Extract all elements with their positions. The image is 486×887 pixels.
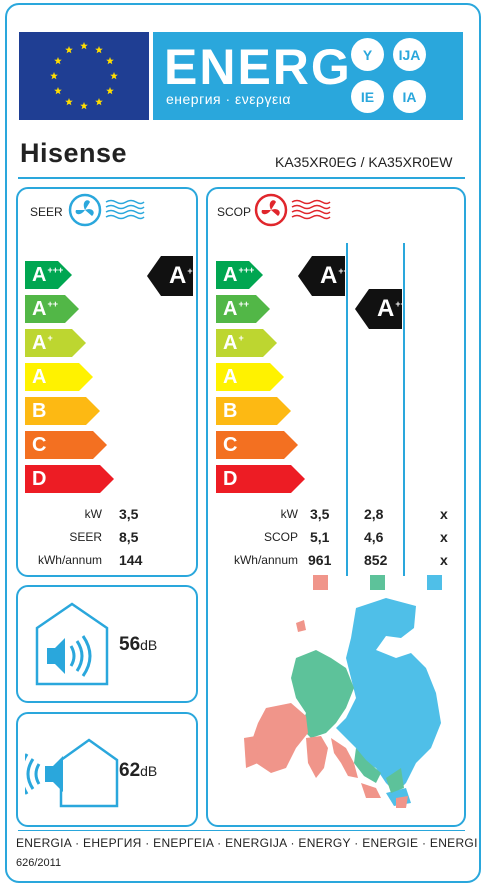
zone-divider bbox=[403, 243, 405, 576]
heating-fan-icon bbox=[254, 193, 338, 232]
energy-class-arrow: D bbox=[25, 465, 114, 493]
zone-divider bbox=[346, 243, 348, 576]
scop-rating-warm: A+++ bbox=[320, 262, 345, 289]
energy-class-label: A++ bbox=[223, 297, 249, 320]
seer-rating: A+++ bbox=[169, 262, 193, 289]
energy-subtitle: енергия · ενεργεια bbox=[166, 91, 291, 107]
energy-class-arrow: A+ bbox=[216, 329, 277, 357]
eu-stars-icon bbox=[50, 42, 118, 110]
eu-star-icon bbox=[65, 98, 73, 106]
seer-title: SEER bbox=[30, 205, 63, 219]
outdoor-noise-value: 62dB bbox=[119, 760, 158, 781]
scop-value: x bbox=[440, 529, 448, 545]
lang-badge: Y bbox=[351, 38, 384, 71]
scop-value: x bbox=[440, 506, 448, 522]
eu-star-icon bbox=[65, 46, 73, 54]
brand-logo: Hisense bbox=[20, 138, 128, 168]
energy-class-arrow: B bbox=[25, 397, 100, 425]
energy-class-label: A+++ bbox=[32, 263, 64, 286]
seer-row-value: 3,5 bbox=[119, 506, 139, 522]
energy-class-label: A+++ bbox=[223, 263, 255, 286]
eu-star-icon bbox=[95, 98, 103, 106]
eu-star-icon bbox=[106, 57, 114, 65]
scop-value: 2,8 bbox=[364, 506, 384, 522]
energy-class-arrow: A++ bbox=[216, 295, 270, 323]
seer-row-label: kW bbox=[84, 507, 102, 521]
lang-badge: IJA bbox=[393, 38, 426, 71]
eu-star-icon bbox=[54, 57, 62, 65]
zone-average-swatch bbox=[370, 575, 385, 590]
scop-rating-average: A++ bbox=[377, 295, 406, 322]
model-number: KA35XR0EG / KA35XR0EW bbox=[275, 154, 453, 170]
seer-row-label: SEER bbox=[69, 530, 102, 544]
scop-value: 852 bbox=[364, 552, 388, 568]
indoor-noise-value: 56dB bbox=[119, 634, 158, 655]
energy-class-label: D bbox=[32, 467, 47, 490]
lang-badge: IE bbox=[351, 80, 384, 113]
energy-class-label: D bbox=[223, 467, 238, 490]
scop-value: x bbox=[440, 552, 448, 568]
europe-climate-map bbox=[236, 598, 448, 815]
scop-value: 4,6 bbox=[364, 529, 384, 545]
energy-class-label: A+ bbox=[223, 331, 244, 354]
eu-star-icon bbox=[110, 72, 118, 80]
energy-class-arrow: A bbox=[25, 363, 93, 391]
energy-class-label: A+ bbox=[32, 331, 53, 354]
energy-class-label: A bbox=[32, 365, 47, 388]
seer-row-value: 8,5 bbox=[119, 529, 139, 545]
scop-row-label: kW bbox=[280, 507, 298, 521]
energy-class-label: C bbox=[32, 433, 47, 456]
energy-class-label: B bbox=[32, 399, 47, 422]
scop-value: 961 bbox=[308, 552, 332, 568]
lang-badge: IA bbox=[393, 80, 426, 113]
energy-class-arrow: D bbox=[216, 465, 305, 493]
energy-class-label: C bbox=[223, 433, 238, 456]
eu-star-icon bbox=[80, 42, 88, 50]
scop-title: SCOP bbox=[217, 205, 252, 219]
eu-star-icon bbox=[95, 46, 103, 54]
seer-row-value: 144 bbox=[119, 552, 143, 568]
energy-class-label: A++ bbox=[32, 297, 58, 320]
eu-star-icon bbox=[50, 72, 58, 80]
cooling-fan-icon bbox=[68, 193, 152, 232]
scop-value: 3,5 bbox=[310, 506, 330, 522]
regulation-number: 626/2011 bbox=[16, 857, 62, 869]
energy-class-label: B bbox=[223, 399, 238, 422]
scop-row-label: kWh/annum bbox=[233, 553, 298, 567]
footer-divider bbox=[18, 830, 465, 831]
divider bbox=[18, 177, 465, 179]
energy-title: ENERG bbox=[164, 39, 352, 95]
energy-class-arrow: C bbox=[25, 431, 107, 459]
footer-languages: ENERGIA · ЕНЕРГИЯ · ΕΝΕΡΓΕΙΑ · ENERGIJA … bbox=[16, 836, 478, 850]
scop-row-label: SCOP bbox=[263, 530, 298, 544]
seer-row-label: kWh/annum bbox=[37, 553, 102, 567]
eu-star-icon bbox=[54, 87, 62, 95]
energy-class-arrow: C bbox=[216, 431, 298, 459]
scop-rating-arrow: A++ bbox=[355, 289, 402, 329]
scop-value: 5,1 bbox=[310, 529, 330, 545]
indoor-unit-icon bbox=[33, 600, 111, 691]
eu-flag bbox=[19, 32, 149, 120]
outdoor-unit-icon bbox=[19, 736, 121, 813]
eu-star-icon bbox=[80, 102, 88, 110]
energy-class-label: A bbox=[223, 365, 238, 388]
zone-warm-swatch bbox=[313, 575, 328, 590]
label-frame bbox=[5, 3, 481, 883]
energy-class-arrow: A bbox=[216, 363, 284, 391]
energy-class-arrow: B bbox=[216, 397, 291, 425]
eu-star-icon bbox=[106, 87, 114, 95]
zone-cold-swatch bbox=[427, 575, 442, 590]
energy-class-arrow: A+ bbox=[25, 329, 86, 357]
